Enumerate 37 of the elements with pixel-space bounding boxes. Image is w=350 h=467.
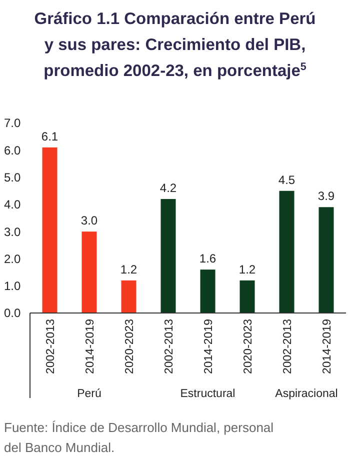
data-label: 4.5: [278, 172, 296, 187]
data-label: 4.2: [160, 181, 177, 195]
bar: [42, 147, 58, 313]
x-tick-label: 2002-2013: [44, 319, 57, 374]
bar: [82, 232, 97, 313]
bar: [121, 280, 136, 313]
y-tick-label: 1.0: [4, 279, 22, 294]
x-tick-label: 2014-2019: [321, 319, 334, 374]
text: Perú: [77, 388, 102, 400]
data-label: 1.2: [120, 262, 138, 276]
y-tick-label: 7.0: [4, 116, 22, 130]
y-tick-label: 3.0: [4, 224, 22, 239]
text: Aspiracional: [275, 388, 338, 400]
data-label: 1.2: [238, 262, 256, 276]
y-tick-label: 6.0: [4, 143, 22, 158]
x-tick-label: 2020-2023: [242, 319, 254, 374]
text: Estructural: [180, 388, 236, 400]
y-tick-label: 4.0: [4, 198, 22, 212]
x-tick-label: 2014-2019: [84, 319, 96, 374]
chart-title: Gráfico 1.1 Comparación entre Perú y sus pares: Crecimiento del PIB, promedio 2002-23, en porcentaje$^{5}$: [34, 10, 316, 80]
y-tick-label: 5.0: [4, 170, 22, 184]
y-tick-label: 0.0: [4, 306, 22, 320]
bar: [279, 190, 294, 313]
data-label: 3.0: [80, 214, 98, 228]
x-tick-label: 2002-2013: [163, 319, 176, 374]
data-label: 1.6: [199, 252, 216, 266]
y-tick-label: 2.0: [4, 252, 22, 266]
data-label: 6.1: [41, 129, 58, 144]
bar: [200, 270, 216, 313]
bar: [160, 199, 176, 313]
source-note: Fuente: Índice de Desarrollo Mundial, personal del Banco Mundial.: [4, 420, 274, 455]
data-label: 3.9: [318, 189, 335, 204]
bar: [318, 207, 334, 313]
x-tick-label: 2020-2023: [124, 319, 136, 374]
x-tick-label: 2014-2019: [202, 319, 215, 374]
bar: [240, 280, 255, 313]
x-tick-label: 2002-2013: [282, 319, 294, 374]
